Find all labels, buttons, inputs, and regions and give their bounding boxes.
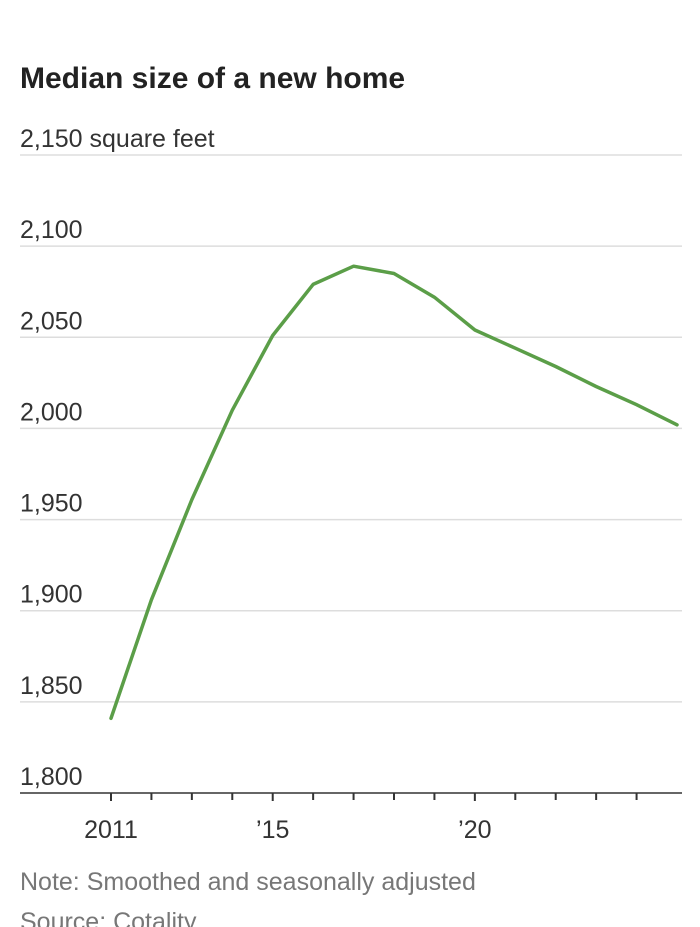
chart-title: Median size of a new home — [20, 62, 405, 95]
x-tick-label: 2011 — [84, 816, 138, 844]
y-tick-label: 1,900 — [20, 581, 83, 609]
y-tick-label: 1,800 — [20, 763, 83, 791]
y-tick-label: 2,000 — [20, 398, 83, 426]
x-tick-label: ’20 — [458, 816, 491, 844]
source: Source: Cotality — [20, 908, 197, 927]
y-tick-label: 1,850 — [20, 672, 83, 700]
data-line — [109, 264, 679, 721]
y-tick-label: 2,100 — [20, 216, 83, 244]
note: Note: Smoothed and seasonally adjusted — [20, 868, 476, 896]
y-tick-label: 1,950 — [20, 490, 83, 518]
y-tick-label: 2,150 square feet — [20, 125, 215, 153]
y-tick-label: 2,050 — [20, 307, 83, 335]
x-tick-label: ’15 — [256, 816, 289, 844]
